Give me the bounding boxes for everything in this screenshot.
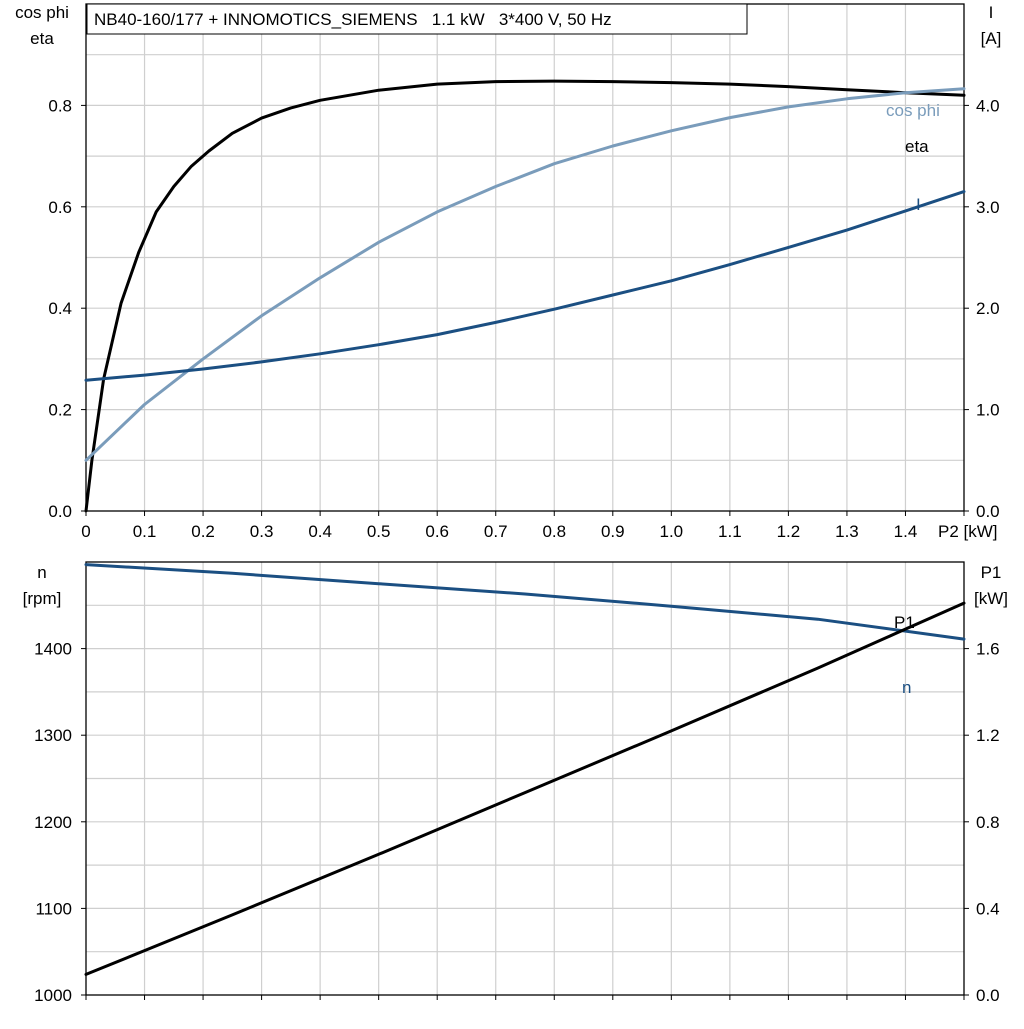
- bottom-series-p1-line: [84, 601, 966, 976]
- x-tick-label: 1.3: [835, 522, 859, 541]
- bottom-plot-frame: [85, 561, 965, 996]
- x-tick-label: 0.1: [133, 522, 157, 541]
- bottom-series-n-line: [84, 563, 966, 641]
- top-right-axis-label: I: [989, 3, 994, 22]
- top-plot: [81, 3, 969, 516]
- x-tick-label: 0.2: [191, 522, 215, 541]
- bottom-left-axis-label: n: [37, 563, 46, 582]
- top-series-cos-phi-line: [84, 87, 966, 462]
- bottom-right-tick-label: 0.0: [976, 986, 1000, 1005]
- top-left-tick-label: 0.0: [48, 502, 72, 521]
- chart-title-box: [86, 3, 748, 35]
- bottom-left-tick-label: 1200: [34, 813, 72, 832]
- top-series-eta-label: eta: [905, 137, 929, 156]
- top-right-tick-label: 1.0: [976, 401, 1000, 420]
- x-tick-label: 1.2: [777, 522, 801, 541]
- top-right-axis-unit: [A]: [981, 29, 1002, 48]
- bottom-plot: [81, 561, 969, 1000]
- x-axis-label: P2 [kW]: [938, 522, 998, 541]
- x-tick-label: 0: [81, 522, 90, 541]
- bottom-series-p1-label: P1: [894, 613, 915, 632]
- top-series-i-line: [84, 190, 966, 382]
- top-right-tick-label: 0.0: [976, 502, 1000, 521]
- x-tick-label: 1.1: [718, 522, 742, 541]
- x-tick-label: 0.9: [601, 522, 625, 541]
- x-tick-label: 0.6: [425, 522, 449, 541]
- bottom-left-tick-label: 1100: [35, 899, 72, 918]
- bottom-left-tick-label: 1300: [34, 726, 72, 745]
- x-tick-label: 0.8: [542, 522, 566, 541]
- top-series-eta-line: [84, 79, 966, 513]
- top-left-axis-unit: eta: [30, 29, 54, 48]
- bottom-left-axis-unit: [rpm]: [23, 589, 62, 608]
- top-left-tick-label: 0.2: [48, 401, 72, 420]
- bottom-right-axis-unit: [kW]: [974, 589, 1008, 608]
- top-right-tick-label: 2.0: [976, 299, 1000, 318]
- chart-title: NB40-160/177 + INNOMOTICS_SIEMENS 1.1 kW…: [94, 10, 612, 29]
- top-left-tick-label: 0.6: [48, 198, 72, 217]
- bottom-right-tick-label: 0.8: [976, 813, 1000, 832]
- top-left-tick-label: 0.8: [48, 96, 72, 115]
- bottom-series-n-label: n: [902, 678, 911, 697]
- x-tick-label: 0.3: [250, 522, 274, 541]
- bottom-right-tick-label: 1.6: [976, 640, 1000, 659]
- x-tick-label: 0.5: [367, 522, 391, 541]
- bottom-left-tick-label: 1400: [34, 640, 72, 659]
- top-left-tick-label: 0.4: [48, 299, 72, 318]
- bottom-right-tick-label: 1.2: [976, 726, 1000, 745]
- top-right-tick-label: 4.0: [976, 96, 1000, 115]
- x-tick-label: 1.0: [660, 522, 684, 541]
- top-left-axis-label: cos phi: [15, 3, 69, 22]
- bottom-right-axis-label: P1: [981, 563, 1002, 582]
- top-right-tick-label: 3.0: [976, 198, 1000, 217]
- top-series-i-label: I: [916, 195, 921, 214]
- x-tick-label: 0.4: [308, 522, 332, 541]
- bottom-left-tick-label: 1000: [34, 986, 72, 1005]
- x-tick-label: 0.7: [484, 522, 508, 541]
- x-tick-label: 1.4: [894, 522, 918, 541]
- top-series-cos-phi-label: cos phi: [886, 101, 940, 120]
- bottom-right-tick-label: 0.4: [976, 899, 1000, 918]
